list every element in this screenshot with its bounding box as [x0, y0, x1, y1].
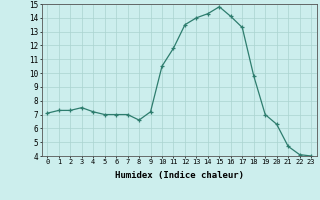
X-axis label: Humidex (Indice chaleur): Humidex (Indice chaleur)	[115, 171, 244, 180]
